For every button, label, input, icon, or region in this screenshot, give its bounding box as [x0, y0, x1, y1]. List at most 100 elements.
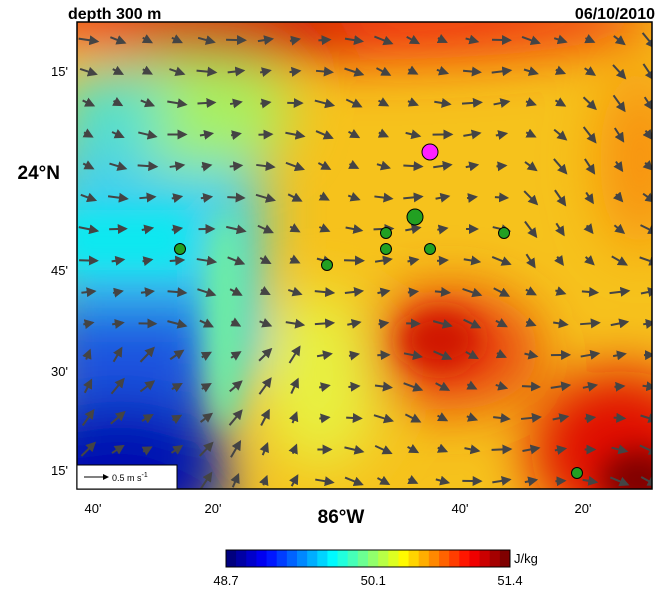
colorbar-step — [307, 550, 318, 567]
velocity-arrow — [255, 193, 276, 203]
velocity-arrow — [525, 97, 537, 107]
velocity-arrow — [259, 318, 273, 328]
velocity-arrow — [80, 441, 97, 457]
velocity-arrow — [404, 413, 422, 423]
frame — [76, 21, 653, 490]
velocity-arrow — [555, 286, 567, 296]
x-label: 86°W — [318, 507, 365, 528]
velocity-arrow — [344, 35, 364, 46]
velocity-arrow — [584, 413, 597, 424]
velocity-arrow — [614, 381, 626, 392]
velocity-arrow — [582, 96, 597, 111]
x-label: 20' — [205, 501, 222, 516]
velocity-arrow — [640, 224, 652, 234]
velocity-arrow — [377, 287, 391, 298]
colorbar-tick-label: 50.1 — [361, 573, 386, 588]
colorbar-step — [398, 550, 410, 567]
velocity-arrow — [466, 380, 478, 390]
velocity-arrow — [405, 224, 422, 235]
velocity-arrow — [109, 35, 127, 45]
colorbar-step — [317, 550, 328, 567]
velocity-arrow — [553, 158, 568, 175]
velocity-arrow — [285, 161, 305, 172]
colorbar-step — [439, 550, 450, 567]
velocity-arrow — [373, 413, 394, 424]
colorbar-step — [256, 550, 268, 567]
velocity-arrow — [199, 412, 214, 423]
colorbar-step — [469, 550, 481, 567]
velocity-arrow — [109, 223, 128, 234]
velocity-arrow — [437, 412, 449, 422]
velocity-arrow — [257, 224, 274, 234]
velocity-arrow — [259, 285, 271, 296]
colorbar-step — [286, 550, 298, 567]
velocity-arrow — [229, 286, 243, 296]
velocity-arrow — [171, 193, 184, 204]
colorbar-frame — [225, 549, 511, 568]
velocity-arrow — [259, 474, 269, 487]
velocity-arrow — [493, 287, 511, 297]
velocity-arrow — [141, 65, 153, 75]
colorbar-step — [428, 550, 440, 567]
velocity-arrow — [259, 254, 272, 265]
velocity-arrow — [495, 318, 508, 328]
velocity-arrow — [82, 128, 94, 138]
colorbar-step — [388, 550, 399, 567]
velocity-arrow — [436, 33, 448, 43]
velocity-arrow — [344, 444, 365, 455]
velocity-arrow — [437, 224, 449, 235]
colorbar-step — [499, 550, 511, 567]
velocity-arrow — [584, 158, 596, 175]
velocity-arrow — [613, 412, 627, 423]
velocity-arrow — [138, 129, 158, 140]
velocity-arrow — [407, 256, 420, 266]
velocity-arrow — [315, 66, 334, 77]
velocity-arrow — [344, 476, 364, 487]
velocity-arrow — [584, 255, 595, 266]
velocity-arrow — [197, 35, 216, 45]
velocity-arrow — [78, 35, 100, 46]
velocity-arrow — [466, 193, 478, 203]
velocity-arrow — [230, 472, 240, 488]
velocity-arrow — [525, 253, 536, 269]
velocity-arrow — [199, 318, 214, 328]
velocity-arrow — [584, 191, 594, 205]
velocity-arrow — [403, 382, 424, 392]
velocity-arrow — [229, 380, 243, 393]
velocity-arrow — [109, 161, 128, 171]
velocity-arrow — [169, 255, 186, 266]
velocity-arrow — [318, 191, 330, 201]
velocity-arrow — [435, 381, 451, 391]
velocity-arrow — [227, 256, 246, 266]
velocity-arrow — [610, 318, 630, 329]
velocity-arrow — [200, 192, 214, 203]
velocity-arrow — [407, 443, 420, 454]
velocity-arrow — [553, 34, 568, 45]
velocity-arrow — [171, 382, 183, 393]
velocity-arrow — [611, 255, 628, 266]
velocity-arrow — [196, 255, 218, 266]
velocity-arrow — [230, 317, 242, 327]
velocity-arrow — [465, 34, 480, 45]
velocity-arrow — [554, 445, 568, 455]
colorbar-step — [408, 550, 420, 567]
velocity-arrow — [609, 476, 630, 487]
velocity-arrow — [201, 161, 213, 172]
velocity-arrow — [524, 476, 539, 487]
colorbar-step — [226, 550, 237, 567]
velocity-arrow — [434, 286, 452, 297]
velocity-arrow — [318, 223, 331, 233]
velocity-arrow — [492, 475, 512, 486]
velocity-arrow — [317, 160, 332, 170]
colorbar-step — [337, 550, 349, 567]
velocity-arrow — [257, 35, 275, 46]
velocity-arrow — [374, 255, 393, 266]
stations — [174, 143, 583, 479]
velocity-arrow — [82, 160, 95, 170]
velocity-arrow — [493, 413, 511, 423]
velocity-arrow — [612, 191, 624, 203]
colorbar-step — [368, 550, 379, 567]
velocity-arrow — [83, 378, 93, 394]
velocity-arrow — [612, 64, 627, 80]
